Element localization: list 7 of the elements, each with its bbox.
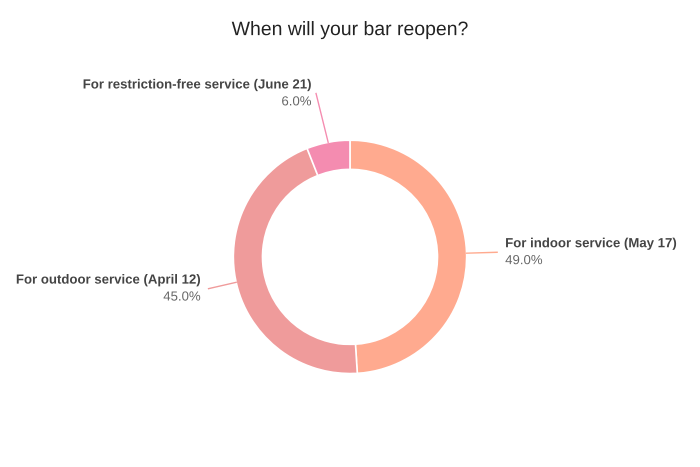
slice-label: For outdoor service (April 12) xyxy=(16,274,200,286)
slice-label: For restriction-free service (June 21) xyxy=(84,78,311,92)
data-label: 49.0% xyxy=(505,254,542,264)
data-label: 6.0% xyxy=(282,96,312,106)
chart-title: When will your bar reopen? xyxy=(232,21,468,40)
slice-label: For indoor service (May 17) xyxy=(506,238,676,250)
data-label: 45.0% xyxy=(164,291,200,301)
